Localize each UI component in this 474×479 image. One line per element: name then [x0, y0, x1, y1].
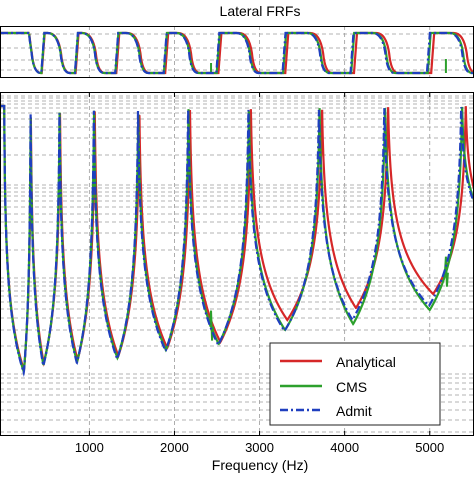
series-admit-line: [0, 104, 474, 377]
phase-admit-line: [0, 31, 474, 75]
phase-panel: [0, 26, 474, 78]
magnitude-panel-lines: [0, 104, 474, 377]
x-axis-ticks: 1000 2000 3000 4000 5000: [75, 92, 444, 455]
chart-title: Lateral FRFs: [220, 3, 301, 19]
legend-label-admit: Admit: [336, 403, 372, 419]
phase-panel-lines: [0, 31, 474, 75]
x-tick-label: 2000: [160, 440, 189, 455]
legend-label-analytical: Analytical: [336, 354, 396, 370]
x-tick-label: 4000: [330, 440, 359, 455]
legend: Analytical CMS Admit: [269, 342, 441, 426]
legend-label-cms: CMS: [336, 379, 367, 395]
x-tick-label: 5000: [415, 440, 444, 455]
magnitude-panel-grid: [0, 92, 474, 436]
x-axis-label: Frequency (Hz): [212, 457, 308, 473]
x-tick-label: 1000: [75, 440, 104, 455]
legend-box: [269, 342, 441, 426]
x-tick-label: 3000: [245, 440, 274, 455]
